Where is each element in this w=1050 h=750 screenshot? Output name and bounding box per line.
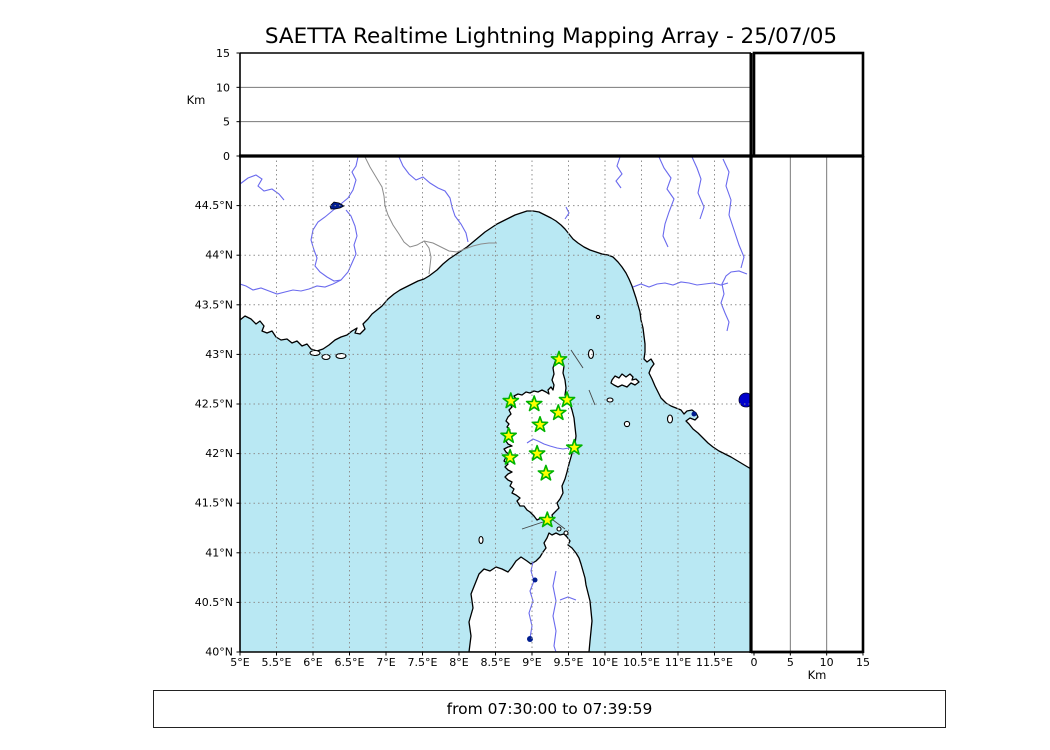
small-lake [692,412,697,417]
lon-tick-label: 8.5°E [481,656,511,669]
saetta-figure: 5°E 5.5°E 6°E 6.5°E 7°E 7.5°E 8°E 8.5°E 9°E 9.5°E… [0,0,1050,750]
altitude-latitude-panel [754,156,863,652]
island-hyeres [310,351,320,356]
lon-tick-label: 5°E [230,656,249,669]
lon-tick-label: 7.5°E [408,656,438,669]
alt-tick-label: 15 [856,656,870,669]
lat-tick-label: 40°N [205,646,233,659]
lat-tick-label: 42.5°N [195,398,233,411]
alt-tick-label: 10 [216,81,230,94]
lon-tick-label: 5.5°E [262,656,292,669]
alt-tick-label: 0 [223,150,230,163]
island-gorgona [596,315,599,318]
lon-tick-label: 10.5°E [623,656,660,669]
time-range-label: from 07:30:00 to 07:39:59 [447,700,653,718]
lat-tick-label: 40.5°N [195,596,233,609]
altitude-unit-label: Km [187,93,206,107]
lon-tick-label: 6.5°E [335,656,365,669]
small-lake [533,578,538,583]
lat-tick-label: 41.5°N [195,497,233,510]
island-maddalena [557,527,561,531]
altitude-longitude-panel [240,53,751,156]
lat-tick-label: 42°N [205,447,233,460]
lon-tick-label: 9°E [522,656,541,669]
lat-tick-label: 41°N [205,546,233,559]
alt-tick-label: 5 [787,656,794,669]
corner-panel [754,53,863,156]
alt-tick-label: 5 [223,116,230,129]
island-hyeres [322,355,330,360]
map-panel [240,156,753,652]
lon-tick-label: 7°E [376,656,395,669]
lon-tick-label: 6°E [303,656,322,669]
island-giglio [668,415,673,423]
map-plot-canvas: 5°E 5.5°E 6°E 6.5°E 7°E 7.5°E 8°E 8.5°E 9°E 9.5°E… [0,0,1050,750]
lat-tick-label: 44°N [205,249,233,262]
lon-tick-label: 9.5°E [554,656,584,669]
altitude-unit-label: Km [808,668,827,682]
island-maddalena [564,531,568,535]
lat-tick-label: 43°N [205,348,233,361]
island-montecristo [624,421,629,426]
island-asinara [479,537,483,544]
lat-tick-label: 43.5°N [195,298,233,311]
island-pianosa [607,398,613,402]
time-range-box: from 07:30:00 to 07:39:59 [153,690,946,728]
lon-tick-label: 11°E [665,656,691,669]
lon-tick-label: 10°E [592,656,618,669]
lon-tick-label: 8°E [449,656,468,669]
lon-tick-label: 11.5°E [696,656,733,669]
lat-tick-label: 44.5°N [195,199,233,212]
alt-tick-label: 0 [751,656,758,669]
plot-title: SAETTA Realtime Lightning Mapping Array … [240,24,862,49]
alt-tick-label: 15 [216,47,230,60]
